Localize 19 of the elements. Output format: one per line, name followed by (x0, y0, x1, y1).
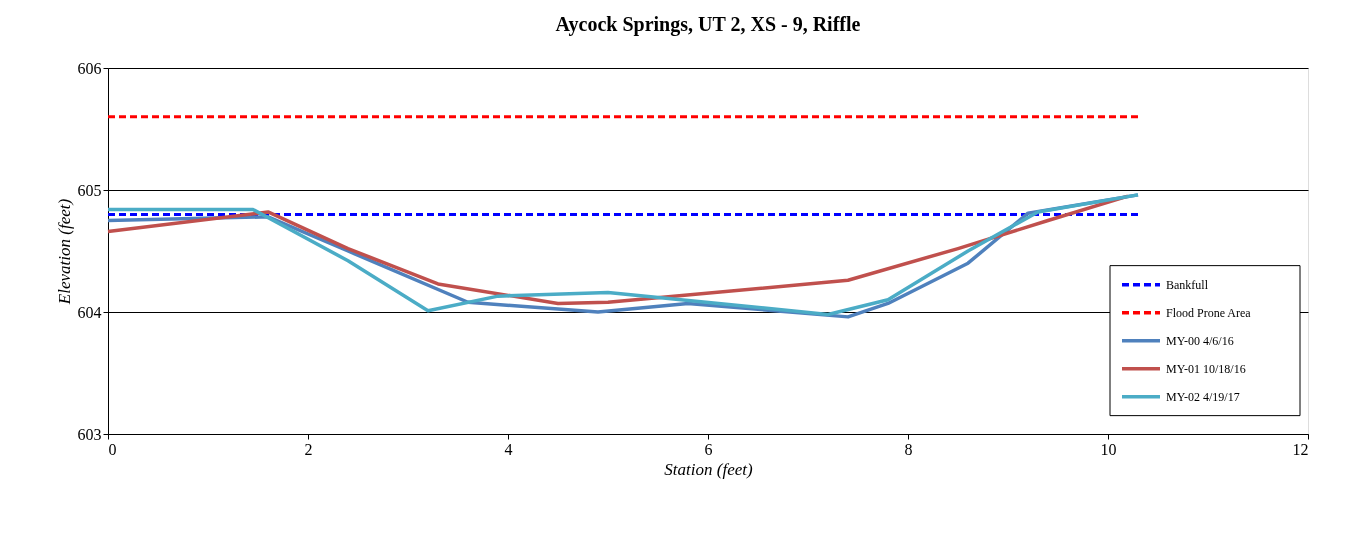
legend-label: Flood Prone Area (1166, 305, 1252, 320)
y-tick-label: 606 (77, 59, 102, 77)
y-axis-title: Elevation (feet) (54, 198, 74, 306)
x-tick-label: 0 (108, 440, 117, 458)
chart-title: Aycock Springs, UT 2, XS - 9, Riffle (555, 13, 861, 36)
legend-label: Bankfull (1166, 277, 1209, 292)
y-tick-label: 604 (77, 303, 102, 321)
legend-label: MY-00 4/6/16 (1166, 333, 1234, 348)
x-axis-title: Station (feet) (664, 459, 753, 479)
x-tick-label: 10 (1100, 440, 1117, 458)
y-tick-label: 603 (77, 425, 102, 443)
x-tick-label: 12 (1292, 440, 1309, 458)
x-tick-label: 2 (304, 440, 313, 458)
legend-label: MY-02 4/19/17 (1166, 389, 1240, 404)
x-tick-label: 6 (704, 440, 713, 458)
x-tick-label: 4 (504, 440, 513, 458)
x-tick-label: 8 (904, 440, 913, 458)
legend-label: MY-01 10/18/16 (1166, 361, 1246, 376)
y-tick-label: 605 (77, 181, 102, 199)
